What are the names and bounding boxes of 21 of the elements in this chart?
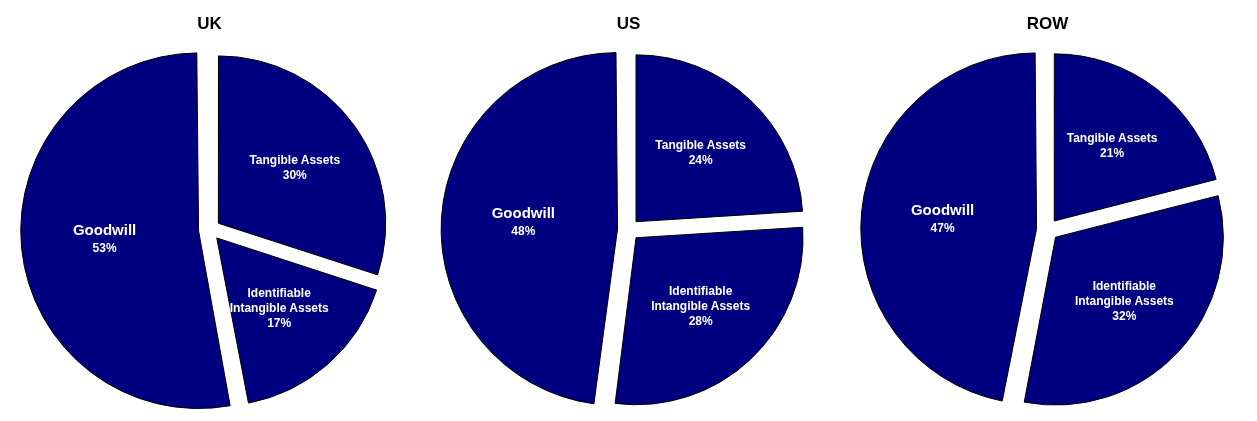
data-label: 24%	[688, 152, 713, 167]
data-label: 53%	[92, 240, 117, 255]
chart-title: UK	[197, 13, 223, 33]
slice-label: Goodwill	[491, 204, 555, 222]
slice-label: Goodwill	[72, 220, 137, 238]
slice-label: Tangible Assets	[655, 137, 747, 152]
slice-label: Identifiable Intangible Assets	[1074, 279, 1175, 309]
data-label: 21%	[1100, 146, 1125, 161]
slice-label: Identifiable Intangible Assets	[229, 286, 329, 316]
slice-label: Goodwill	[910, 200, 975, 218]
data-label: 30%	[282, 167, 308, 182]
data-label: 48%	[511, 224, 536, 239]
data-label: 47%	[930, 221, 955, 236]
chart-title: ROW	[1026, 13, 1070, 33]
slice-label: Tangible Assets	[249, 152, 341, 167]
data-label: 32%	[1112, 309, 1137, 324]
data-label: 28%	[688, 313, 713, 328]
slice-label: Identifiable Intangible Assets	[651, 283, 751, 313]
slice-label: Tangible Assets	[1066, 131, 1158, 146]
data-label: 17%	[267, 316, 292, 331]
chart-title: US	[616, 13, 641, 33]
